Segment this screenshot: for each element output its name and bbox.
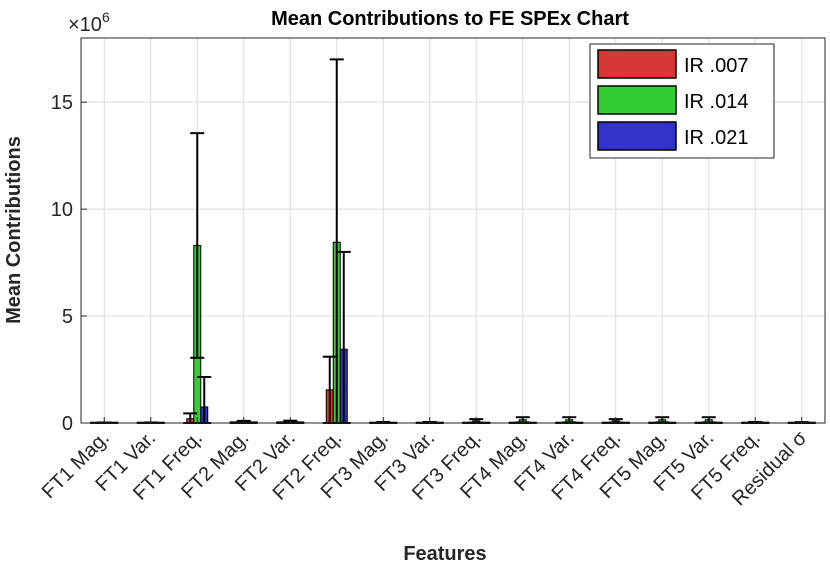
y-axis-label: Mean Contributions — [3, 136, 25, 324]
bars — [93, 241, 813, 424]
y-tick-label: 5 — [62, 306, 73, 328]
legend-swatch — [597, 121, 677, 151]
y-tick-label: 10 — [51, 199, 73, 221]
legend-label: IR .007 — [684, 55, 748, 77]
y-tick-label: 15 — [51, 92, 73, 114]
legend-swatch — [597, 49, 677, 79]
y-tick-label: 0 — [62, 413, 73, 435]
plot-frame — [80, 37, 826, 424]
x-axis-label: Features — [403, 543, 486, 565]
legend: IR .007 IR .014 IR .021 — [589, 43, 775, 159]
y-multiplier: ×106 — [68, 9, 110, 36]
legend-label: IR .014 — [684, 91, 748, 113]
legend-label: IR .021 — [684, 127, 748, 149]
legend-swatch — [597, 85, 677, 115]
chart-title: Mean Contributions to FE SPEx Chart — [271, 8, 629, 30]
